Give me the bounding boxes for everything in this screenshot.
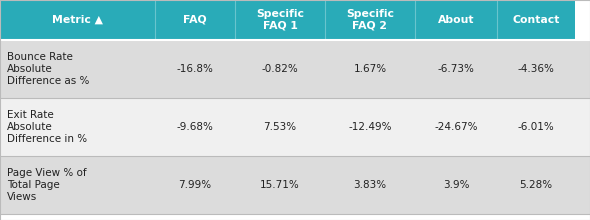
Text: 1.67%: 1.67% xyxy=(353,64,386,74)
Text: About: About xyxy=(438,15,474,25)
Text: -24.67%: -24.67% xyxy=(434,122,478,132)
Bar xyxy=(0,40,590,98)
Bar xyxy=(235,0,325,40)
Text: -4.36%: -4.36% xyxy=(517,64,555,74)
Text: Page View % of
Total Page
Views: Page View % of Total Page Views xyxy=(7,168,87,202)
Text: Contact: Contact xyxy=(512,15,560,25)
Bar xyxy=(155,0,235,40)
Text: 5.28%: 5.28% xyxy=(519,180,553,190)
Bar xyxy=(0,0,155,40)
Text: -0.82%: -0.82% xyxy=(261,64,299,74)
Text: 3.9%: 3.9% xyxy=(442,180,469,190)
Bar xyxy=(0,98,590,156)
Bar xyxy=(325,0,415,40)
Text: Specific
FAQ 1: Specific FAQ 1 xyxy=(256,9,304,31)
Text: -9.68%: -9.68% xyxy=(176,122,214,132)
Text: Bounce Rate
Absolute
Difference as %: Bounce Rate Absolute Difference as % xyxy=(7,52,89,86)
Text: 15.71%: 15.71% xyxy=(260,180,300,190)
Text: -12.49%: -12.49% xyxy=(348,122,392,132)
Bar xyxy=(0,156,590,214)
Text: FAQ: FAQ xyxy=(183,15,207,25)
Text: -16.8%: -16.8% xyxy=(176,64,214,74)
Bar xyxy=(497,0,575,40)
Text: Specific
FAQ 2: Specific FAQ 2 xyxy=(346,9,394,31)
Text: 7.53%: 7.53% xyxy=(264,122,297,132)
Text: Metric ▲: Metric ▲ xyxy=(52,15,103,25)
Text: 3.83%: 3.83% xyxy=(353,180,386,190)
Bar xyxy=(415,0,497,40)
Text: Exit Rate
Absolute
Difference in %: Exit Rate Absolute Difference in % xyxy=(7,110,87,144)
Text: -6.73%: -6.73% xyxy=(438,64,474,74)
Text: 7.99%: 7.99% xyxy=(178,180,212,190)
Text: -6.01%: -6.01% xyxy=(517,122,555,132)
